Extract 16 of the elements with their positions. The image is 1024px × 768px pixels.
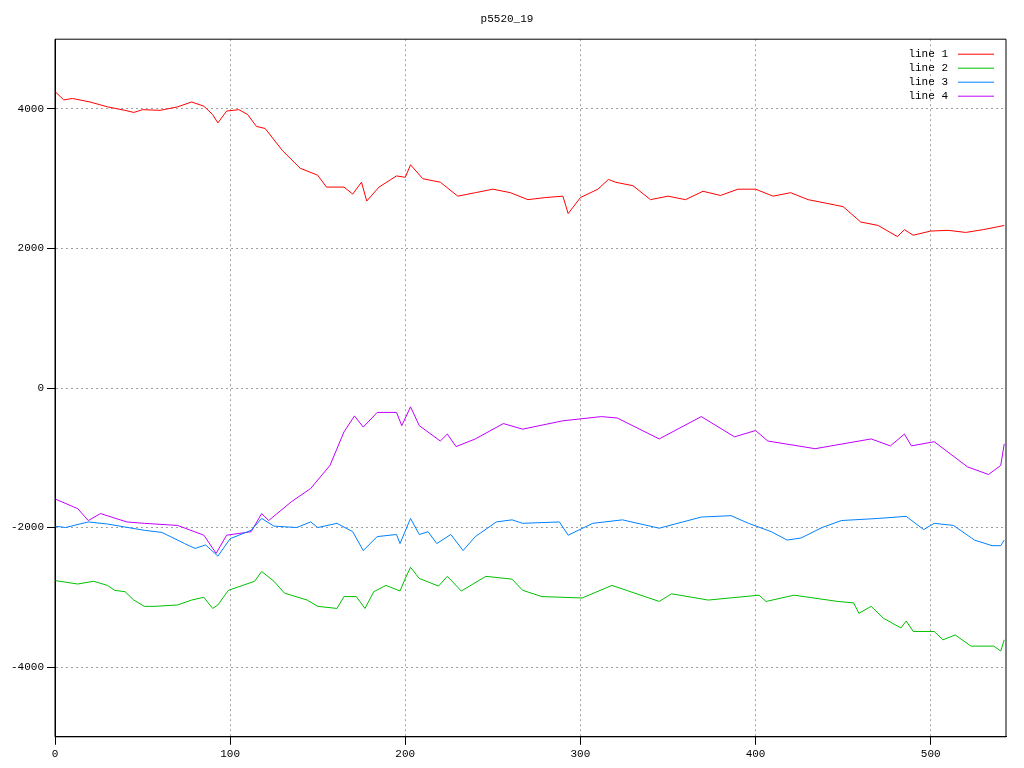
legend-label: line 3 (908, 76, 948, 89)
x-tick-label: 100 (220, 748, 241, 761)
legend-label: line 2 (908, 62, 948, 75)
legend-label: line 1 (908, 48, 949, 61)
y-tick-label: 2000 (17, 242, 45, 255)
y-tick-label: 4000 (17, 102, 45, 115)
x-tick-label: 200 (395, 748, 416, 761)
x-tick-label: 300 (570, 748, 591, 761)
x-tick-label: 400 (745, 748, 766, 761)
y-tick-label: -4000 (10, 660, 45, 673)
chart-title: p5520_19 (480, 12, 534, 25)
x-tick-label: 500 (920, 748, 941, 761)
legend-label: line 4 (908, 90, 949, 103)
y-tick-label: -2000 (10, 521, 45, 534)
x-tick-label: 0 (51, 748, 59, 761)
y-tick-label: 0 (37, 381, 45, 394)
